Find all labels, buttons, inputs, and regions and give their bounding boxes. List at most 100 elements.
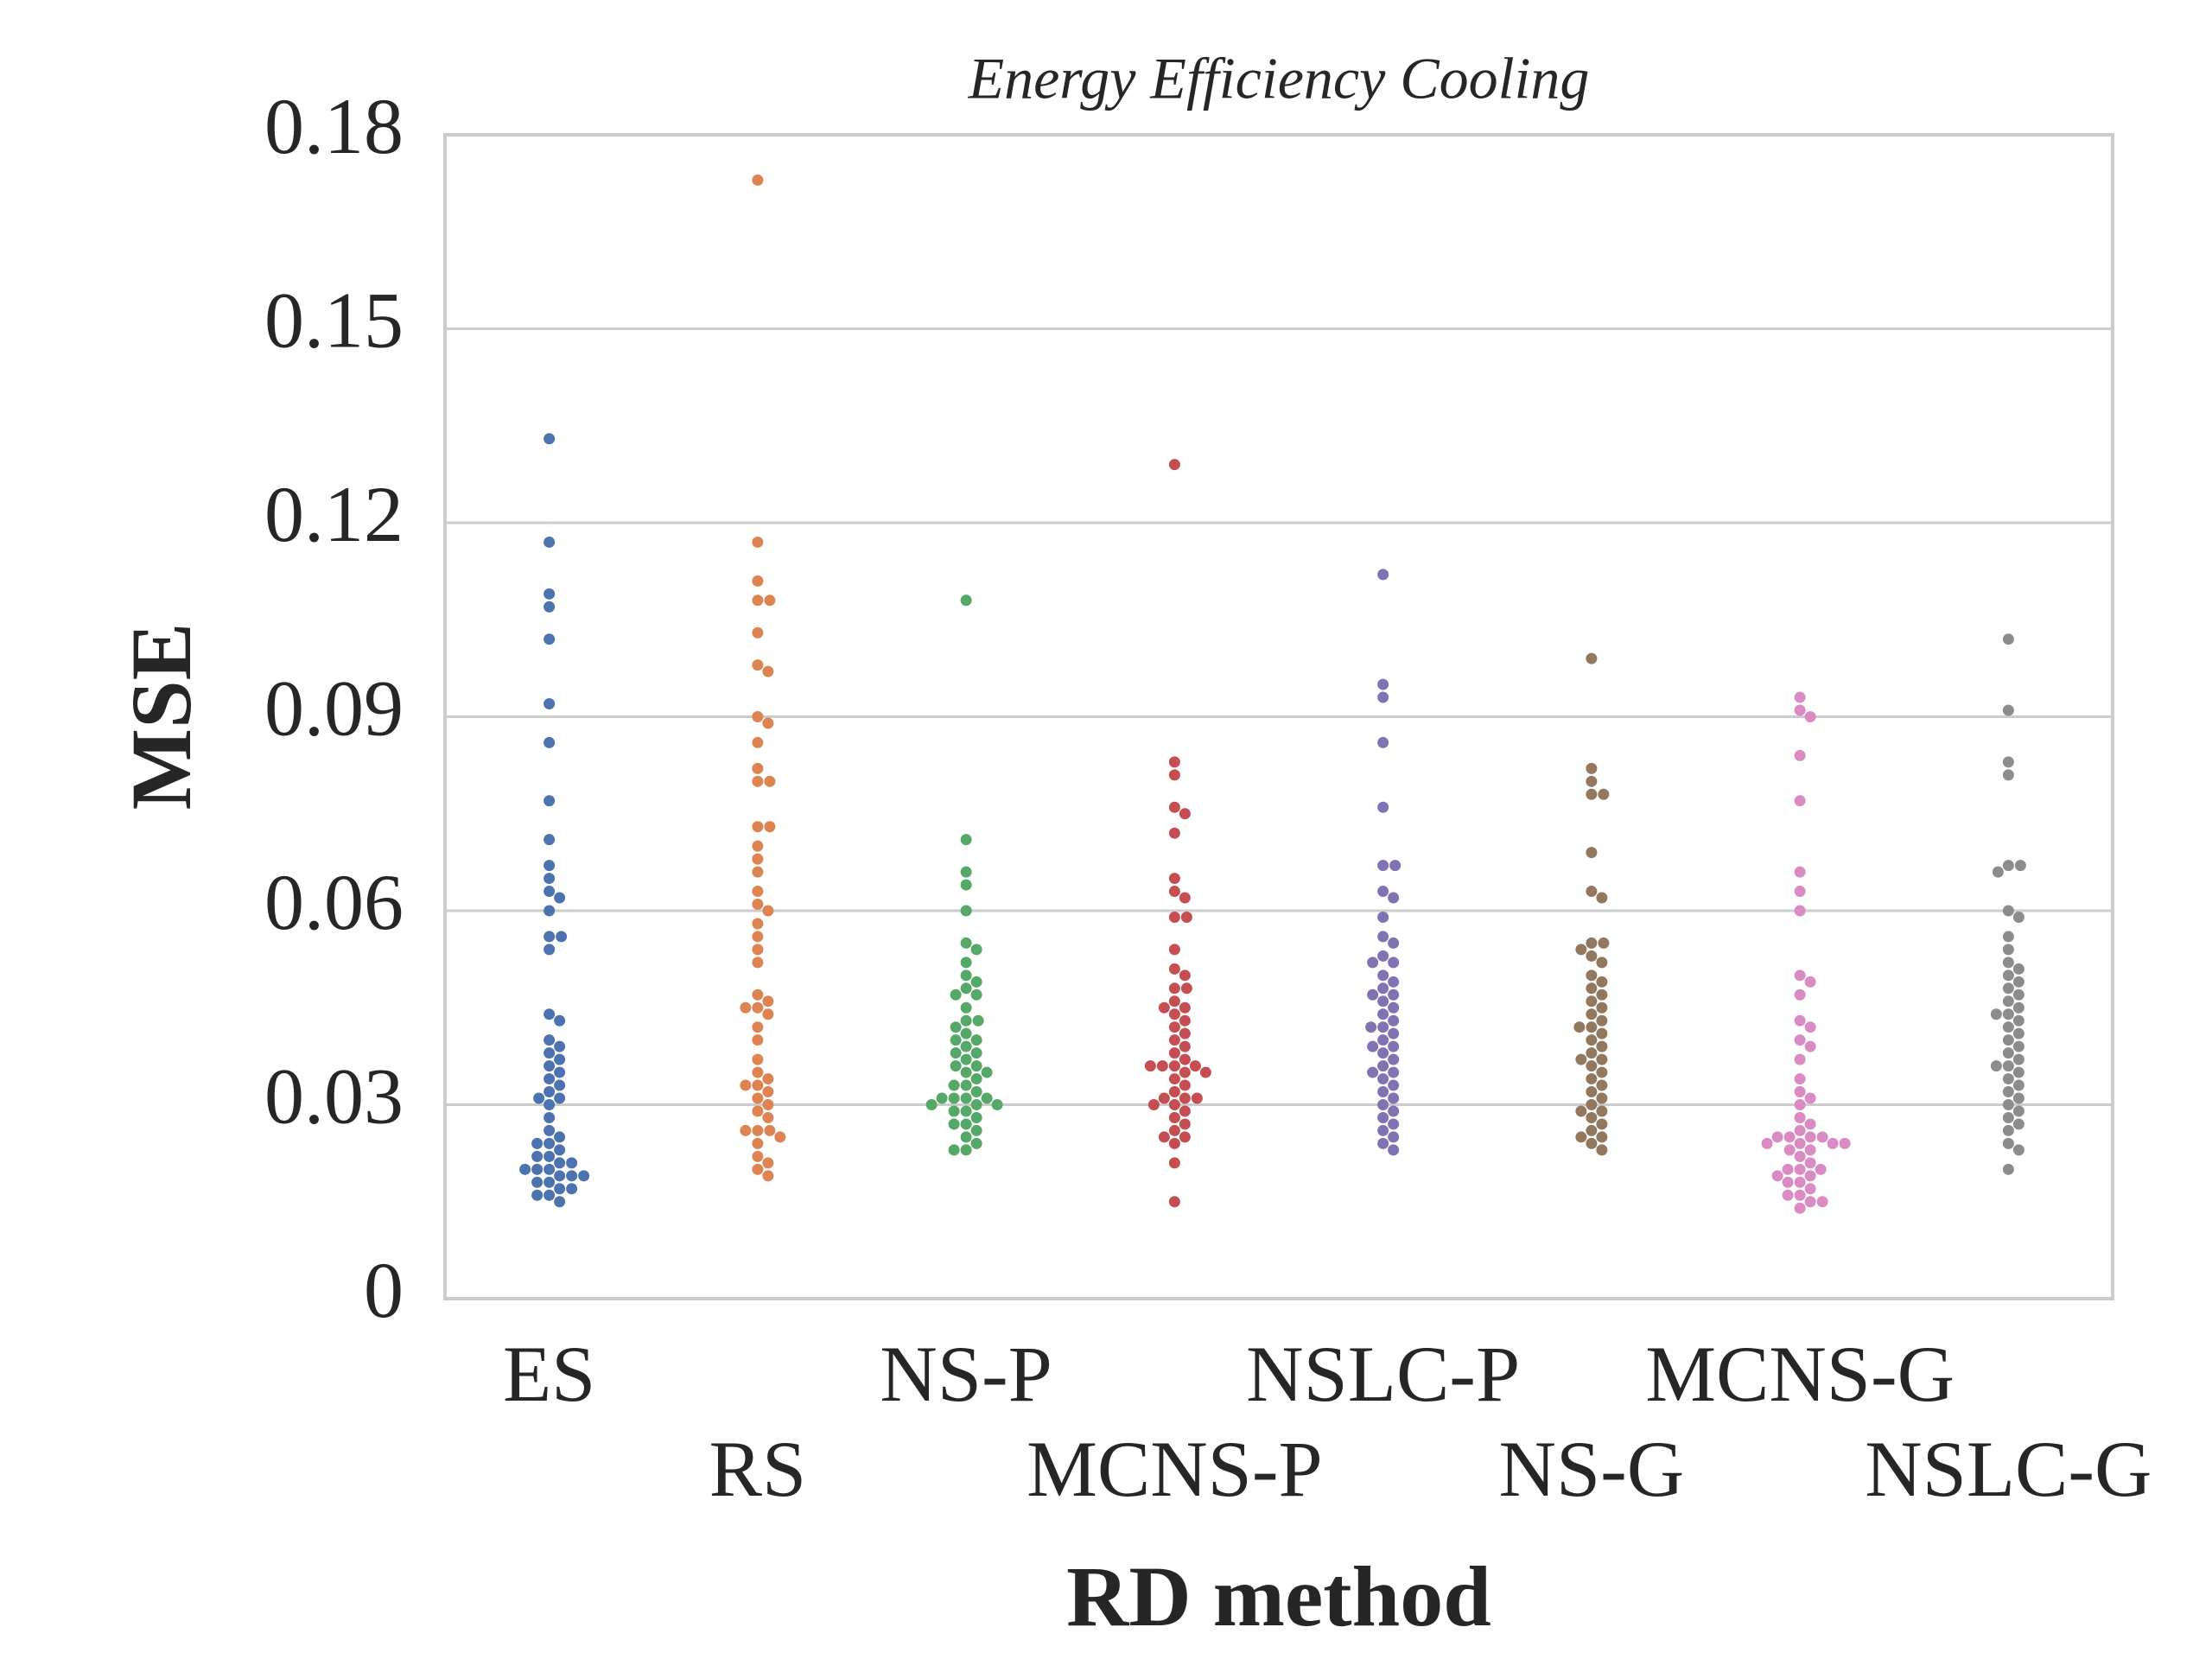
- swarm-point: [762, 1170, 774, 1182]
- swarm-point: [970, 1124, 982, 1136]
- swarm-point: [960, 866, 972, 878]
- swarm-point: [1377, 982, 1389, 995]
- swarm-point: [566, 1157, 578, 1169]
- swarm-point: [1158, 1001, 1170, 1014]
- swarm-point: [1377, 969, 1389, 982]
- swarm-point: [1377, 1034, 1389, 1046]
- swarm-point: [762, 1008, 774, 1020]
- swarm-point: [543, 1176, 556, 1188]
- swarm-point: [752, 1105, 764, 1117]
- swarm-point: [1367, 988, 1379, 1001]
- swarm-point: [1377, 1099, 1389, 1110]
- swarm-point: [1377, 678, 1389, 690]
- swarm-point: [960, 1118, 972, 1130]
- swarm-point: [1794, 1137, 1806, 1149]
- swarm-point: [554, 1183, 566, 1195]
- swarm-point: [752, 736, 764, 748]
- swarm-point: [950, 1060, 962, 1072]
- swarm-point: [1179, 808, 1191, 820]
- swarm-point: [1794, 1150, 1806, 1162]
- swarm-point: [1179, 1027, 1191, 1039]
- swarm-point: [762, 995, 774, 1007]
- swarm-point: [752, 918, 764, 930]
- swarm-point: [1596, 1079, 1608, 1091]
- swarm-point: [948, 1118, 960, 1130]
- swarm-point: [1377, 1086, 1389, 1098]
- swarm-point: [1804, 1144, 1816, 1156]
- plot-frame: [443, 133, 2114, 1300]
- swarm-point: [1377, 569, 1389, 581]
- swarm-point: [1596, 892, 1608, 904]
- swarm-point: [1168, 769, 1180, 781]
- swarm-point: [1804, 1021, 1816, 1033]
- swarm-point: [970, 1034, 982, 1046]
- swarm-point: [543, 886, 556, 898]
- swarm-point: [1168, 1008, 1180, 1020]
- swarm-point: [1586, 1086, 1598, 1098]
- swarm-point: [950, 1021, 962, 1033]
- swarm-point: [1168, 801, 1180, 813]
- swarm-point: [1596, 957, 1608, 969]
- swarm-point: [1168, 944, 1180, 956]
- swarm-point: [1596, 1027, 1608, 1039]
- swarm-point: [960, 834, 972, 846]
- swarm-point: [1388, 1027, 1400, 1039]
- swarm-point: [566, 1183, 578, 1195]
- swarm-point: [752, 866, 764, 878]
- swarm-point: [1377, 736, 1389, 748]
- swarm-point: [925, 1099, 938, 1110]
- swarm-point: [1794, 1202, 1806, 1214]
- swarm-point: [2012, 976, 2024, 988]
- swarm-point: [1794, 988, 1806, 1001]
- swarm-point: [1794, 886, 1806, 898]
- swarm-point: [1771, 1170, 1783, 1182]
- swarm-point: [1586, 1060, 1598, 1072]
- swarm-point: [1158, 1131, 1170, 1143]
- swarm-point: [543, 873, 556, 885]
- swarm-point: [950, 1047, 962, 1059]
- swarm-point: [1794, 1124, 1806, 1136]
- swarm-point: [1827, 1137, 1839, 1149]
- swarm-point: [1168, 756, 1180, 768]
- swarm-point: [1575, 1105, 1587, 1117]
- swarm-point: [1804, 1170, 1816, 1182]
- swarm-point: [950, 1034, 962, 1046]
- swarm-point: [762, 665, 774, 677]
- swarm-point: [1168, 982, 1180, 995]
- swarm-point: [1179, 1066, 1191, 1078]
- swarm-point: [970, 1060, 982, 1072]
- swarm-point: [1794, 1053, 1806, 1065]
- swarm-point: [1586, 1073, 1598, 1085]
- swarm-point: [1168, 1060, 1180, 1072]
- swarm-point: [554, 1144, 566, 1156]
- swarm-point: [960, 969, 972, 982]
- swarm-point: [543, 698, 556, 710]
- x-tick-label: NS-G: [1499, 1425, 1685, 1513]
- x-tick-label: NSLC-P: [1246, 1330, 1520, 1418]
- swarm-point: [1189, 1060, 1201, 1072]
- swarm-point: [1596, 1144, 1608, 1156]
- swarm-point: [1794, 691, 1806, 703]
- swarm-point: [1388, 1053, 1400, 1065]
- swarm-point: [1180, 982, 1192, 995]
- swarm-point: [740, 1079, 752, 1091]
- swarm-point: [543, 1008, 556, 1020]
- swarm-point: [1816, 1131, 1828, 1143]
- swarm-point: [1782, 1189, 1794, 1201]
- swarm-point: [1377, 995, 1389, 1007]
- swarm-point: [1388, 1105, 1400, 1117]
- swarm-point: [1573, 1021, 1586, 1033]
- swarm-point: [2012, 1027, 2024, 1039]
- swarm-point: [1596, 1040, 1608, 1052]
- swarm-point: [970, 976, 982, 988]
- swarm-point: [543, 1124, 556, 1136]
- swarm-point: [1168, 1099, 1180, 1110]
- swarm-point: [1575, 944, 1587, 956]
- swarm-point: [531, 1163, 543, 1175]
- swarm-point: [1168, 1157, 1180, 1169]
- swarm-point: [1794, 969, 1806, 982]
- swarm-point: [2012, 963, 2024, 975]
- swarm-point: [1388, 937, 1400, 949]
- swarm-point: [1191, 1092, 1203, 1104]
- swarm-point: [1168, 1196, 1180, 1208]
